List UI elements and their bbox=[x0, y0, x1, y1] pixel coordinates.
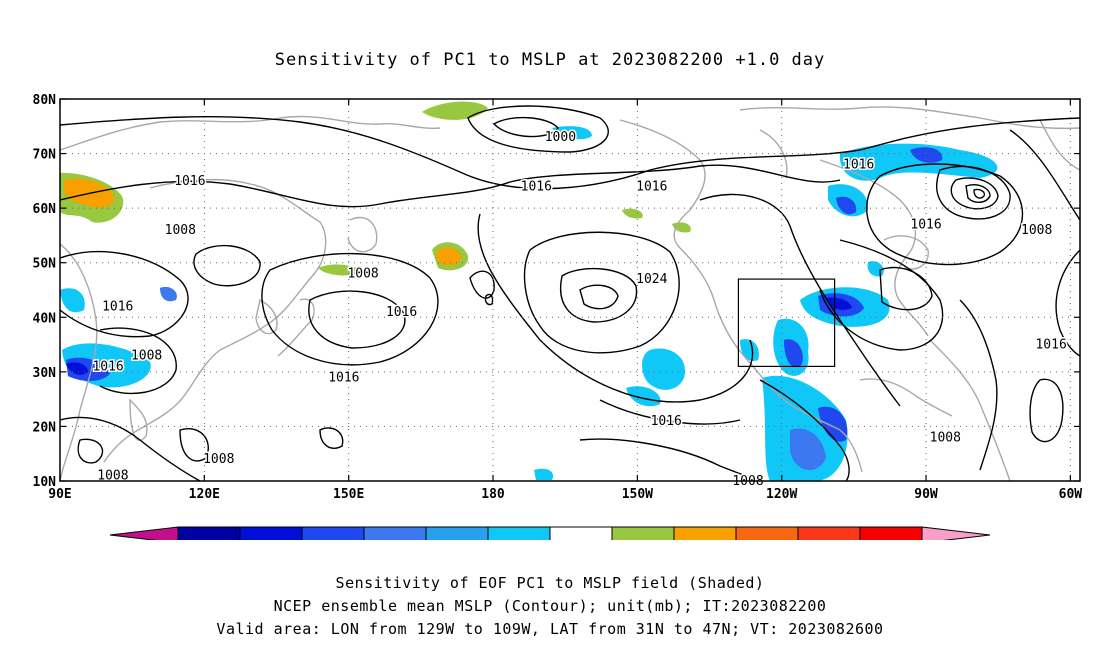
lat-tick-label: 10N bbox=[33, 475, 57, 490]
contour-label: 1016 bbox=[102, 299, 133, 314]
colorbar-high-arrow bbox=[921, 526, 991, 540]
lon-tick-label: 150W bbox=[622, 487, 653, 502]
lon-tick-label: 90E bbox=[48, 487, 71, 502]
contour-label: 1008 bbox=[165, 223, 196, 238]
lat-tick-label: 20N bbox=[33, 420, 57, 435]
contour-label: 1016 bbox=[1035, 338, 1066, 353]
contour-label: 1016 bbox=[328, 370, 359, 385]
axis-ticks bbox=[59, 98, 1080, 482]
caption-line-1: Sensitivity of EOF PC1 to MSLP field (Sh… bbox=[335, 574, 765, 592]
contour-label: 1000 bbox=[545, 130, 576, 145]
colorbar-swatch bbox=[859, 526, 923, 540]
contour-label: 1008 bbox=[131, 348, 162, 363]
latitude-labels: 10N 20N 30N 40N 50N 60N 70N 80N bbox=[33, 93, 57, 490]
contour-label: 1016 bbox=[92, 359, 123, 374]
colorbar-swatch bbox=[797, 526, 861, 540]
lon-tick-label: 150E bbox=[333, 487, 364, 502]
lat-tick-label: 60N bbox=[33, 202, 57, 217]
contour-label: 1008 bbox=[203, 452, 234, 467]
contour-label: 1016 bbox=[174, 174, 205, 189]
map-gridlines bbox=[60, 99, 1080, 481]
colorbar-swatch bbox=[549, 526, 613, 540]
colorbar bbox=[109, 526, 991, 540]
contour-label: 1016 bbox=[386, 305, 417, 320]
colorbar-swatch bbox=[673, 526, 737, 540]
lon-tick-label: 90W bbox=[914, 487, 938, 502]
contour-labels: 1000 1016 1016 1016 1016 1008 1016 1008 1008 1024… bbox=[91, 129, 1068, 491]
colorbar-swatch bbox=[425, 526, 489, 540]
contour-label: 1008 bbox=[1021, 223, 1052, 238]
lat-tick-label: 40N bbox=[33, 311, 57, 326]
longitude-labels: 90E 120E 150E 180 150W 120W 90W 60W bbox=[48, 487, 1082, 502]
mslp-contours bbox=[60, 105, 1080, 481]
contour-label: 1016 bbox=[843, 157, 874, 172]
lon-tick-label: 60W bbox=[1059, 487, 1083, 502]
lon-tick-label: 120E bbox=[189, 487, 220, 502]
map-title: Sensitivity of PC1 to MSLP at 2023082200… bbox=[274, 50, 826, 70]
colorbar-swatch bbox=[487, 526, 551, 540]
contour-label: 1008 bbox=[930, 430, 961, 445]
caption-line-2: NCEP ensemble mean MSLP (Contour); unit(… bbox=[273, 597, 827, 615]
colorbar-swatch bbox=[611, 526, 675, 540]
contour-label: 1016 bbox=[651, 414, 682, 429]
colorbar-swatch bbox=[735, 526, 799, 540]
lon-tick-label: 180 bbox=[481, 487, 505, 502]
sensitivity-shading bbox=[60, 101, 998, 481]
colorbar-low-arrow bbox=[109, 526, 179, 540]
contour-label: 1016 bbox=[636, 179, 667, 194]
contour-label: 1008 bbox=[347, 267, 378, 282]
sensitivity-map: 1000 1016 1016 1016 1016 1008 1016 1008 1008 1024… bbox=[33, 93, 1082, 540]
lat-tick-label: 70N bbox=[33, 148, 57, 163]
colorbar-swatch bbox=[177, 526, 241, 540]
contour-label: 1016 bbox=[910, 218, 941, 233]
colorbar-swatch bbox=[239, 526, 303, 540]
lon-tick-label: 120W bbox=[766, 487, 797, 502]
valid-area-box bbox=[737, 278, 836, 368]
map-frame bbox=[59, 98, 1081, 482]
colorbar-swatch bbox=[363, 526, 427, 540]
lat-tick-label: 50N bbox=[33, 257, 57, 272]
contour-label: 1016 bbox=[521, 179, 552, 194]
contour-label: 1024 bbox=[636, 272, 667, 287]
lat-tick-label: 80N bbox=[33, 93, 57, 108]
lat-tick-label: 30N bbox=[33, 366, 57, 381]
colorbar-swatch bbox=[301, 526, 365, 540]
caption-line-3: Valid area: LON from 129W to 109W, LAT f… bbox=[216, 620, 884, 638]
